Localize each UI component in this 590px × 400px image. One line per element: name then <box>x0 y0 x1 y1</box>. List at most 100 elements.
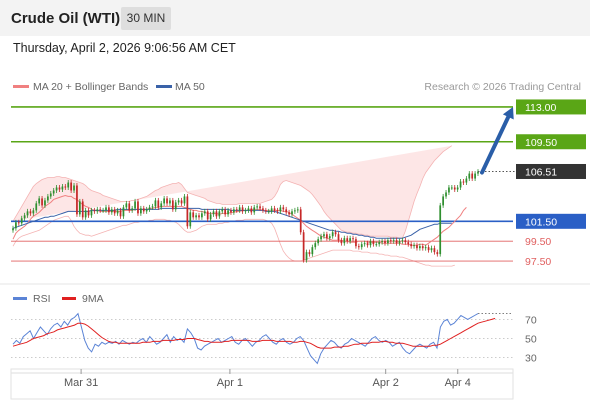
current-price-tag <box>516 163 586 179</box>
candle-body <box>372 241 375 245</box>
candle-body <box>270 208 273 212</box>
candle-body <box>209 214 212 220</box>
level-label-support: 99.50 <box>525 236 551 248</box>
candle-body <box>20 218 23 224</box>
candle-body <box>142 208 145 212</box>
candle-body <box>203 211 206 214</box>
legend-label-rsi-ma: 9MA <box>82 293 104 305</box>
candle-body <box>436 252 439 255</box>
candle-body <box>328 236 331 239</box>
candle-body <box>439 205 442 255</box>
candle-body <box>233 209 235 213</box>
candle-body <box>163 198 165 204</box>
candle-body <box>110 209 113 213</box>
candle-body <box>241 207 244 212</box>
candle-body <box>369 241 372 246</box>
candle-body <box>169 200 171 204</box>
candle-body <box>294 210 296 212</box>
candle-body <box>273 208 276 211</box>
candle-body <box>404 240 407 243</box>
rsi-legend: RSI 9MA <box>13 293 104 305</box>
candle-body <box>381 241 383 243</box>
candle-body <box>398 241 401 244</box>
candle-body <box>174 202 177 210</box>
candle-body <box>363 243 366 245</box>
candle-body <box>320 236 322 240</box>
candle-body <box>41 198 43 206</box>
candle-body <box>357 246 360 248</box>
candle-body <box>250 208 253 213</box>
candle-body <box>201 213 203 218</box>
candle-body <box>468 173 471 179</box>
candle-body <box>264 210 267 212</box>
candle-body <box>302 232 305 261</box>
candle-body <box>52 190 55 194</box>
candle-body <box>61 186 64 190</box>
candle-body <box>323 234 325 237</box>
candle-body <box>64 186 67 188</box>
level-label-resistance: 113.00 <box>525 102 556 114</box>
candle-body <box>291 211 293 215</box>
candle-body <box>311 247 314 255</box>
rsi-tick-label: 30 <box>525 353 537 365</box>
chart-credit: Research © 2026 Trading Central <box>424 81 581 93</box>
candle-body <box>157 200 160 208</box>
rsi-ma-line <box>12 317 496 349</box>
candle-body <box>17 222 20 224</box>
candle-body <box>430 248 433 251</box>
candle-body <box>81 201 84 218</box>
candle-body <box>238 207 241 211</box>
forecast-arrow-head <box>502 106 514 120</box>
candle-body <box>334 232 337 235</box>
candle-body <box>375 244 378 246</box>
candle-body <box>427 247 430 251</box>
candle-body <box>282 207 285 210</box>
legend-swatch-ma50 <box>156 85 172 88</box>
candle-body <box>401 240 404 242</box>
candle-body <box>395 240 398 244</box>
candle-body <box>288 212 290 215</box>
candle-body <box>198 215 200 218</box>
current-price-label: 106.51 <box>525 166 557 178</box>
candle-body <box>259 206 261 209</box>
bollinger-upper-line <box>12 145 453 239</box>
candle-body <box>247 208 250 211</box>
candle-body <box>99 209 102 211</box>
candle-body <box>459 181 462 188</box>
candle-body <box>285 209 288 213</box>
legend-swatch-rsi <box>13 297 27 300</box>
candle-body <box>151 206 154 208</box>
rsi-tick-label: 50 <box>525 334 537 346</box>
candle-body <box>116 210 119 214</box>
candle-body <box>26 211 29 216</box>
candle-body <box>389 240 392 242</box>
candle-body <box>29 211 32 214</box>
candle-body <box>105 207 107 211</box>
candle-body <box>140 208 142 214</box>
candle-body <box>15 222 17 229</box>
candle-body <box>221 209 224 212</box>
candle-body <box>314 243 317 248</box>
candle-body <box>183 196 186 204</box>
candle-body <box>218 211 221 217</box>
candle-body <box>227 210 229 215</box>
interval-selector[interactable]: 30 MIN <box>121 7 171 30</box>
candle-body <box>35 203 38 211</box>
candle-body <box>125 203 128 208</box>
candle-body <box>134 201 136 209</box>
candle-body <box>84 210 87 218</box>
candle-body <box>44 200 46 206</box>
rsi-line <box>12 312 479 365</box>
candle-body <box>360 244 363 248</box>
candle-body <box>55 187 58 191</box>
candle-body <box>49 193 52 197</box>
level-label-pivot: 101.50 <box>525 216 557 228</box>
candle-body <box>346 238 349 242</box>
candle-body <box>87 210 90 216</box>
candle-body <box>206 211 209 220</box>
candle-body <box>392 240 395 242</box>
candle-body <box>317 239 320 244</box>
candle-body <box>186 196 189 227</box>
candle-body <box>355 239 357 247</box>
